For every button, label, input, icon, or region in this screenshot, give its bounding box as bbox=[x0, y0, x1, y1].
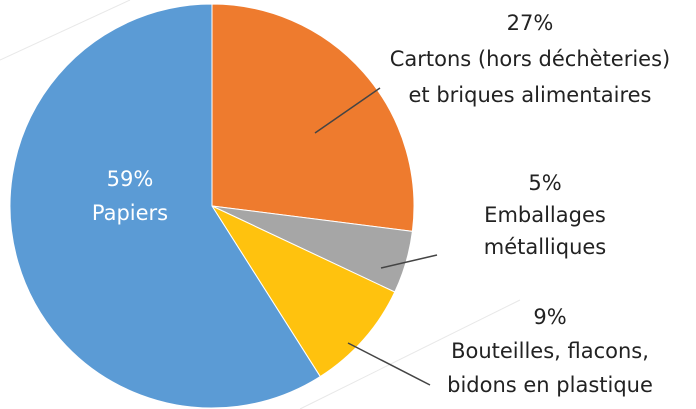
pie-slice bbox=[211, 3, 415, 232]
category-label: et briques alimentaires bbox=[409, 83, 652, 107]
category-label: Papiers bbox=[92, 201, 168, 225]
leader-line bbox=[380, 254, 438, 269]
value-label: 5% bbox=[528, 171, 561, 195]
category-label: bidons en plastique bbox=[447, 373, 653, 397]
value-label: 9% bbox=[533, 305, 566, 329]
leader-line bbox=[347, 342, 431, 386]
decor-line bbox=[0, 0, 131, 61]
pie-slice bbox=[210, 204, 396, 378]
value-label: 59% bbox=[107, 167, 154, 191]
leader-line bbox=[314, 87, 381, 134]
category-label: métalliques bbox=[484, 235, 606, 259]
category-label: Bouteilles, flacons, bbox=[451, 339, 649, 363]
value-label: 27% bbox=[507, 11, 554, 35]
pie-slice bbox=[9, 3, 321, 409]
category-label: Cartons (hors déchèteries) bbox=[390, 47, 670, 71]
category-label: Emballages bbox=[484, 203, 606, 227]
decor-line bbox=[299, 299, 521, 409]
